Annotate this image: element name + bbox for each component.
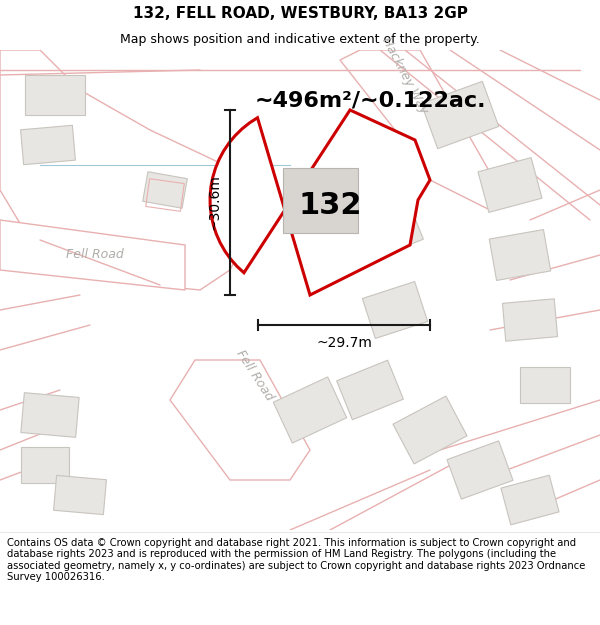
Text: Hackney Way: Hackney Way — [379, 34, 431, 116]
Text: 132, FELL ROAD, WESTBURY, BA13 2GP: 132, FELL ROAD, WESTBURY, BA13 2GP — [133, 6, 467, 21]
Polygon shape — [210, 110, 430, 295]
Polygon shape — [337, 360, 403, 420]
Polygon shape — [362, 281, 428, 339]
Polygon shape — [520, 367, 570, 403]
Text: Fell Road: Fell Road — [66, 249, 124, 261]
Polygon shape — [502, 299, 557, 341]
Polygon shape — [356, 200, 424, 260]
Polygon shape — [421, 81, 499, 149]
Text: ~30.6m: ~30.6m — [207, 174, 221, 231]
Polygon shape — [489, 229, 551, 281]
Text: ~29.7m: ~29.7m — [316, 336, 372, 350]
Polygon shape — [340, 50, 500, 210]
Polygon shape — [478, 158, 542, 212]
Polygon shape — [143, 172, 187, 208]
Polygon shape — [21, 447, 69, 483]
Polygon shape — [0, 50, 255, 290]
Polygon shape — [53, 476, 106, 514]
Polygon shape — [274, 377, 347, 443]
Polygon shape — [20, 125, 76, 165]
Polygon shape — [25, 75, 85, 115]
Text: Contains OS data © Crown copyright and database right 2021. This information is : Contains OS data © Crown copyright and d… — [7, 538, 586, 582]
Polygon shape — [393, 396, 467, 464]
Polygon shape — [283, 168, 358, 232]
Text: ~496m²/~0.122ac.: ~496m²/~0.122ac. — [254, 90, 486, 110]
Polygon shape — [501, 475, 559, 525]
Polygon shape — [0, 220, 185, 290]
Polygon shape — [21, 392, 79, 438]
Text: Map shows position and indicative extent of the property.: Map shows position and indicative extent… — [120, 32, 480, 46]
Polygon shape — [447, 441, 513, 499]
Polygon shape — [170, 360, 310, 480]
Text: 132: 132 — [298, 191, 362, 219]
Text: Fell Road: Fell Road — [234, 348, 276, 403]
